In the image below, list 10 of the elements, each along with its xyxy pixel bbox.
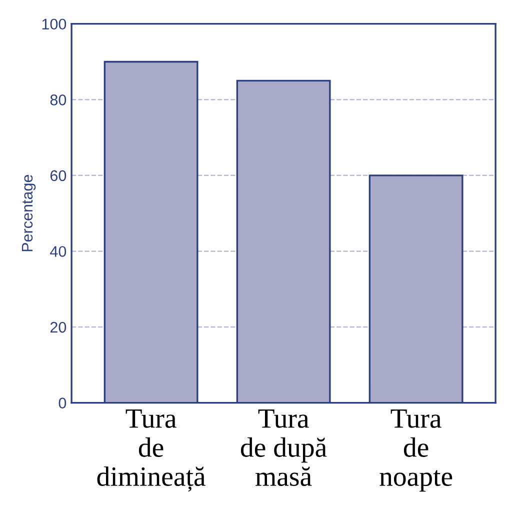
- y-tick-label: 0: [58, 398, 66, 408]
- x-tick-label: Tura de dimineață: [97, 409, 206, 492]
- x-tick-label: Tura de noapte: [380, 409, 452, 492]
- y-tick-label: 60: [50, 170, 66, 182]
- y-axis-title: Percentage: [22, 174, 36, 252]
- x-tick-label: Tura de după masă: [240, 409, 327, 486]
- y-tick-label: 20: [50, 322, 66, 333]
- y-tick-label: 100: [42, 18, 66, 30]
- y-tick-label: 40: [50, 246, 66, 257]
- y-tick-label: 80: [50, 94, 66, 106]
